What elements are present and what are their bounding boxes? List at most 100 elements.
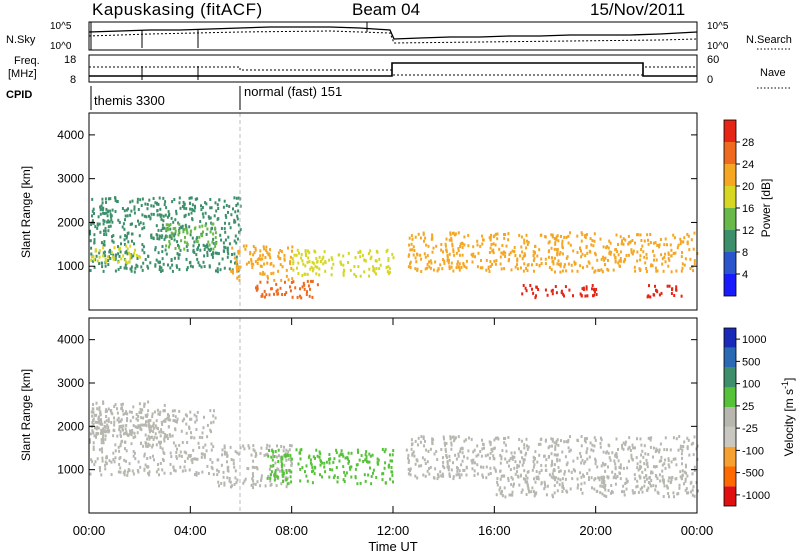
power-cell xyxy=(645,267,648,270)
power-cell xyxy=(594,290,596,294)
velocity-cell xyxy=(680,476,683,480)
velocity-cell xyxy=(683,482,685,486)
power-cell xyxy=(237,275,240,279)
velocity-cell xyxy=(652,484,655,488)
velocity-cell xyxy=(328,475,331,479)
velocity-cell xyxy=(678,483,681,487)
power-cell xyxy=(215,209,218,213)
power-cell xyxy=(216,251,218,255)
power-cell xyxy=(424,267,427,271)
power-cell xyxy=(538,263,541,267)
power-cell xyxy=(183,206,186,210)
power-cell xyxy=(579,247,581,250)
velocity-cell xyxy=(576,477,579,481)
power-cell xyxy=(627,242,630,246)
power-cell xyxy=(266,280,269,284)
power-cell xyxy=(640,239,643,242)
velocity-cell xyxy=(289,453,292,457)
power-cell xyxy=(206,251,209,254)
velocity-cell xyxy=(389,453,391,457)
velocity-cell xyxy=(668,465,671,469)
velocity-cell xyxy=(151,445,154,449)
power-cell xyxy=(312,261,315,265)
power-cell xyxy=(109,197,112,201)
velocity-cell xyxy=(281,474,284,478)
power-cell xyxy=(138,255,141,259)
velocity-cell xyxy=(589,441,592,445)
velocity-cell xyxy=(526,444,528,448)
velocity-cell xyxy=(244,477,247,481)
velocity-cell xyxy=(194,473,196,476)
velocity-cell xyxy=(169,434,172,438)
velocity-cell xyxy=(190,431,192,435)
power-cell xyxy=(211,253,214,257)
power-cell xyxy=(107,229,110,233)
velocity-cell xyxy=(281,463,283,467)
velocity-cell xyxy=(604,483,607,487)
velocity-cell xyxy=(632,446,635,450)
velocity-cell xyxy=(148,443,151,447)
power-cell xyxy=(114,255,117,259)
power-colorbar-swatch xyxy=(724,142,736,164)
power-cell xyxy=(416,252,418,256)
power-cell xyxy=(119,250,122,254)
freq-tick-high: 18 xyxy=(64,54,76,66)
power-cell xyxy=(168,240,171,243)
power-cell xyxy=(236,214,239,218)
velocity-cell xyxy=(439,470,442,474)
power-cell xyxy=(160,217,163,221)
power-cell xyxy=(683,236,686,240)
power-cell xyxy=(158,213,161,217)
velocity-cell xyxy=(446,462,449,466)
velocity-cell xyxy=(443,437,445,441)
power-cell xyxy=(110,218,113,222)
power-cell xyxy=(561,242,564,246)
velocity-cell xyxy=(280,455,283,459)
power-cell xyxy=(291,257,294,260)
velocity-cell xyxy=(104,410,107,413)
power-cell xyxy=(136,257,139,260)
power-cell xyxy=(681,266,684,270)
power-cell xyxy=(448,258,450,262)
power-cell xyxy=(114,210,117,213)
velocity-cell xyxy=(97,426,100,430)
velocity-cell xyxy=(278,469,281,473)
power-cell xyxy=(503,267,506,271)
velocity-cell xyxy=(171,434,174,438)
velocity-colorbar-swatch xyxy=(724,328,736,348)
velocity-cell xyxy=(178,454,181,458)
power-cell xyxy=(387,265,390,269)
velocity-cell xyxy=(173,468,176,472)
velocity-cell xyxy=(532,465,535,469)
velocity-cell xyxy=(89,472,92,476)
power-cell xyxy=(112,255,115,259)
power-cell xyxy=(318,255,321,259)
power-cell xyxy=(91,214,93,218)
power-cell xyxy=(571,269,574,273)
velocity-cell xyxy=(482,465,485,469)
power-cell xyxy=(311,269,314,273)
velocity-cell xyxy=(626,466,629,470)
time-xtick-label: 00:00 xyxy=(73,523,106,538)
velocity-cell xyxy=(470,437,473,441)
power-cell xyxy=(493,259,496,263)
power-cell xyxy=(161,223,164,227)
power-cell xyxy=(94,249,97,253)
power-cell xyxy=(553,237,556,240)
power-cell xyxy=(567,262,570,266)
power-cell xyxy=(193,240,196,244)
velocity-cell xyxy=(285,485,288,489)
velocity-cell xyxy=(234,476,237,480)
power-cell xyxy=(90,246,93,250)
velocity-cell xyxy=(599,484,602,488)
velocity-cell xyxy=(98,466,101,470)
power-cell xyxy=(494,262,497,266)
velocity-cell xyxy=(582,473,584,477)
power-cell xyxy=(574,262,577,265)
velocity-cell xyxy=(192,448,195,452)
velocity-cell xyxy=(273,474,276,478)
power-cell xyxy=(448,267,451,271)
velocity-cell xyxy=(563,470,566,474)
velocity-cell xyxy=(200,455,203,459)
